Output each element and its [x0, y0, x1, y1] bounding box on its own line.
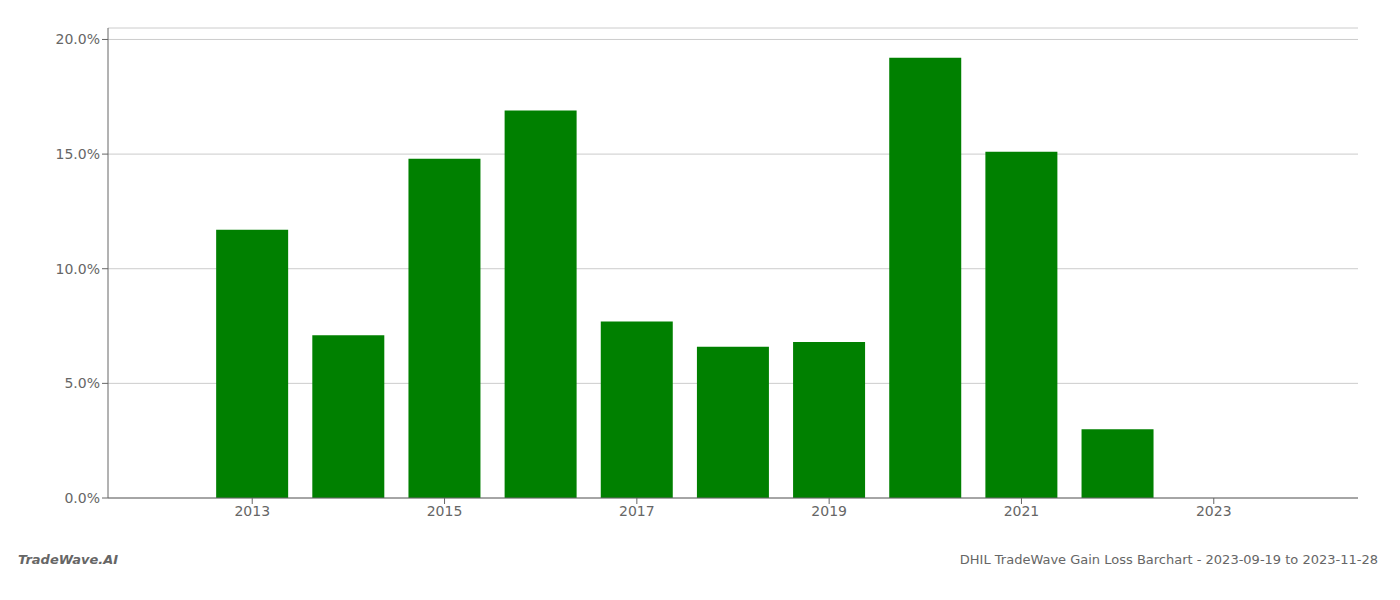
svg-text:2023: 2023: [1196, 503, 1232, 519]
svg-text:2019: 2019: [811, 503, 847, 519]
html-text:TradeWave.AI: TradeWave.AI: [18, 552, 119, 567]
svg-text:10.0%: 10.0%: [56, 261, 100, 277]
svg-text:2021: 2021: [1004, 503, 1040, 519]
svg-text:5.0%: 5.0%: [64, 375, 100, 391]
svg-text:2017: 2017: [619, 503, 655, 519]
html-text:DHIL TradeWave Gain Loss Barch: DHIL TradeWave Gain Loss Barchart - 2023…: [959, 552, 1378, 567]
svg-text:2013: 2013: [234, 503, 270, 519]
svg-text:20.0%: 20.0%: [56, 31, 100, 47]
svg-text:0.0%: 0.0%: [64, 490, 100, 506]
svg-text:15.0%: 15.0%: [56, 146, 100, 162]
svg-text:2015: 2015: [427, 503, 463, 519]
